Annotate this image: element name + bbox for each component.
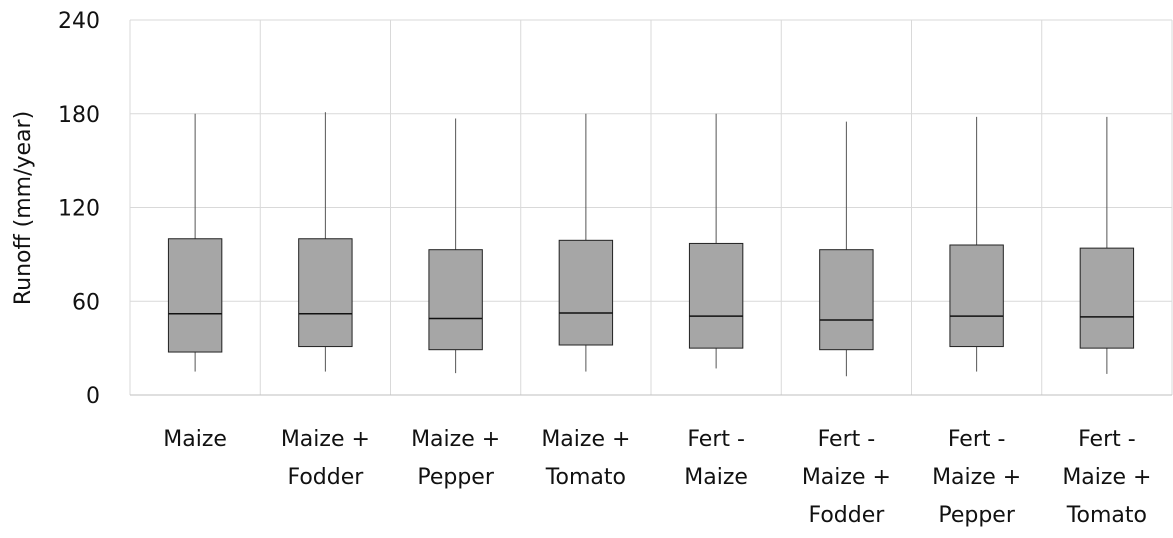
x-tick-label: Fert -Maize + Tomato [1062, 427, 1151, 528]
x-tick-label: Maize [163, 427, 227, 452]
x-tick-label: Fert -Maize + Pepper [932, 427, 1021, 528]
box [819, 249, 874, 351]
box [167, 238, 223, 353]
y-tick-label: 0 [86, 384, 100, 409]
box [298, 238, 353, 348]
x-tick-label: Maize + Pepper [411, 427, 500, 490]
y-tick-label: 120 [58, 197, 100, 222]
box [558, 239, 614, 346]
y-axis-title: Runoff (mm/year) [11, 111, 36, 305]
box [428, 249, 483, 351]
x-tick-label: Fert -Maize [684, 427, 748, 490]
y-tick-label: 180 [58, 103, 100, 128]
box [688, 242, 744, 349]
x-tick-label: Fert -Maize + Fodder [802, 427, 891, 528]
box [1079, 247, 1135, 349]
y-tick-label: 60 [72, 290, 100, 315]
y-tick-label: 240 [58, 9, 100, 34]
x-tick-label: Maize + Fodder [281, 427, 370, 490]
box [949, 244, 1004, 348]
x-tick-label: Maize + Tomato [541, 427, 630, 490]
